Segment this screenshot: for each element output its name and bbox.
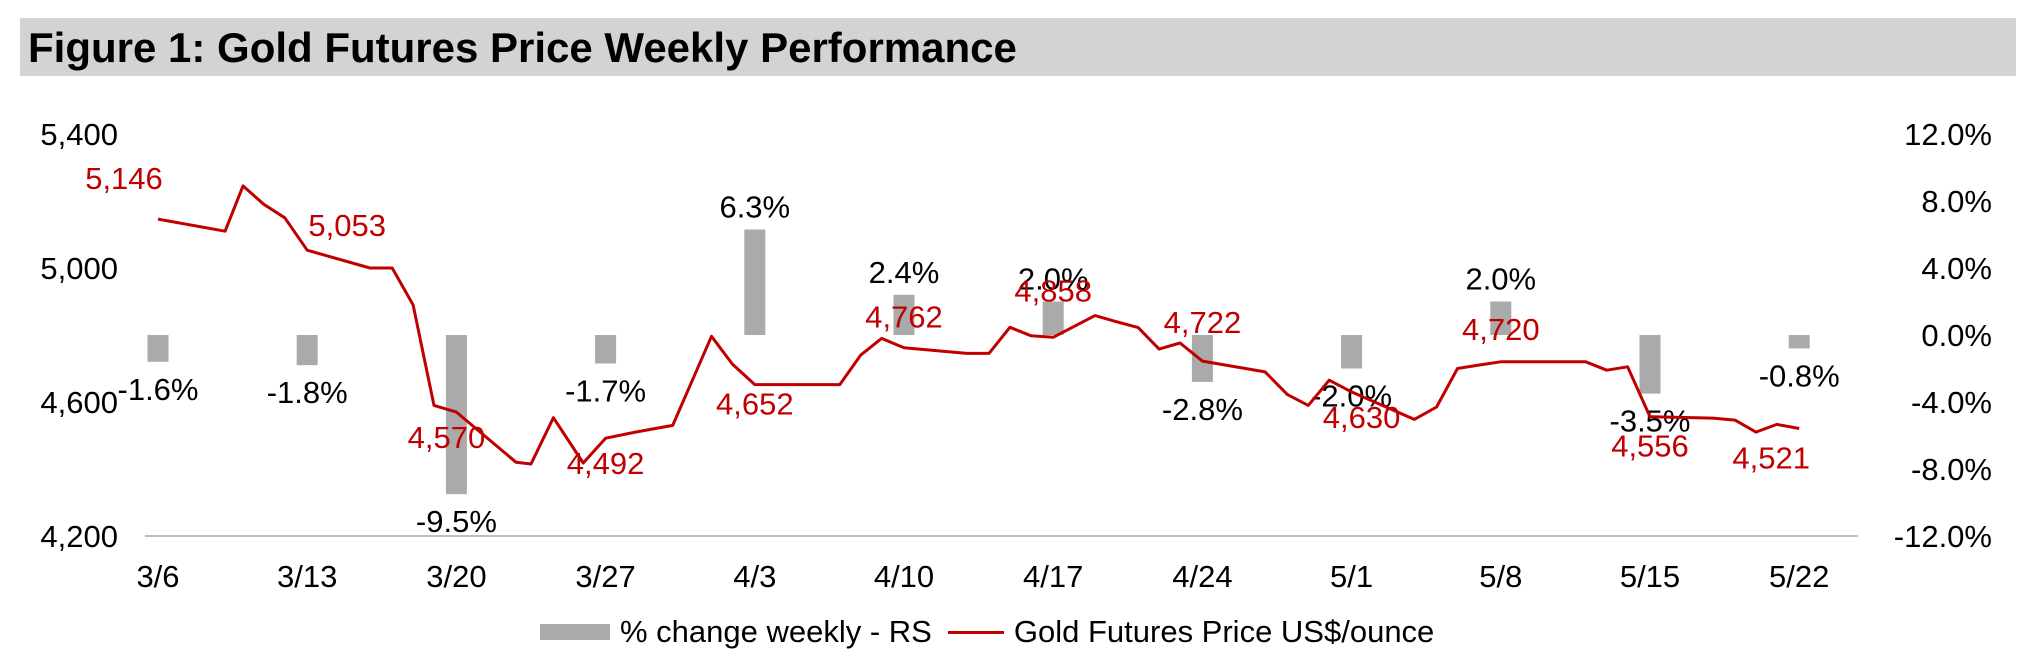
price-label: 4,630: [1323, 400, 1401, 435]
weekly-change-bar: [1341, 335, 1363, 369]
weekly-change-label: 2.0%: [1018, 262, 1089, 297]
x-axis-tick-label: 4/24: [1172, 559, 1232, 594]
price-label: 4,570: [408, 420, 486, 455]
x-axis-tick-label: 4/10: [874, 559, 934, 594]
weekly-change-bar: [744, 229, 766, 335]
legend-line-label: Gold Futures Price US$/ounce: [1013, 614, 1435, 649]
price-label: 4,556: [1611, 429, 1689, 464]
right-axis-tick-label: 8.0%: [1921, 184, 1992, 219]
left-axis-tick-label: 4,600: [40, 385, 118, 420]
right-axis-tick-label: 4.0%: [1921, 251, 1992, 286]
gold-price-line: [157, 184, 1800, 466]
weekly-change-label: 6.3%: [719, 189, 790, 224]
price-label: 4,492: [567, 446, 645, 481]
legend: % change weekly - RS Gold Futures Price …: [540, 612, 1434, 652]
right-axis-tick-label: -8.0%: [1911, 452, 1992, 487]
price-label: 4,762: [865, 300, 943, 335]
weekly-change-bar: [1191, 335, 1213, 382]
price-label: 5,146: [85, 161, 163, 196]
left-axis-tick-label: 5,000: [40, 251, 118, 286]
x-axis-tick-label: 5/15: [1620, 559, 1680, 594]
weekly-change-bar: [595, 335, 617, 364]
price-label: 4,652: [716, 387, 794, 422]
right-axis-tick-label: 12.0%: [1904, 117, 1992, 152]
legend-bar-swatch: [540, 624, 610, 640]
legend-bar-label: % change weekly - RS: [620, 614, 932, 649]
x-axis-tick-label: 5/22: [1769, 559, 1829, 594]
x-axis-tick-label: 5/1: [1330, 559, 1373, 594]
title-bar: Figure 1: Gold Futures Price Weekly Perf…: [20, 18, 2016, 76]
x-axis-tick-label: 3/27: [575, 559, 635, 594]
weekly-change-bar: [893, 294, 915, 335]
right-axis-tick-label: -4.0%: [1911, 385, 1992, 420]
weekly-change-label: -1.8%: [267, 375, 348, 410]
weekly-change-bar: [147, 335, 169, 362]
right-axis-tick-label: -12.0%: [1894, 519, 1992, 554]
legend-line-swatch: [947, 630, 1004, 634]
x-axis-tick-label: 3/6: [136, 559, 179, 594]
weekly-change-bar: [296, 335, 318, 366]
price-label: 4,720: [1462, 312, 1540, 347]
x-axis-tick-label: 3/13: [277, 559, 337, 594]
chart-title: Figure 1: Gold Futures Price Weekly Perf…: [28, 24, 1017, 71]
price-label: 4,722: [1164, 305, 1242, 340]
weekly-change-bar: [445, 335, 467, 495]
weekly-change-label: -1.7%: [565, 373, 646, 408]
left-axis-tick-label: 4,200: [40, 519, 118, 554]
x-axis-tick-label: 4/17: [1023, 559, 1083, 594]
price-label: 4,521: [1732, 440, 1810, 475]
weekly-change-bar: [1639, 335, 1661, 394]
left-axis-tick-label: 5,400: [40, 117, 118, 152]
x-axis-tick-label: 3/20: [426, 559, 486, 594]
price-label: 5,053: [308, 208, 386, 243]
weekly-change-label: -3.5%: [1610, 404, 1691, 439]
weekly-change-label: -0.8%: [1759, 358, 1840, 393]
right-axis-tick-label: 0.0%: [1921, 318, 1992, 353]
weekly-change-bar: [1490, 301, 1512, 335]
price-label: 4,858: [1014, 273, 1092, 308]
x-axis-tick-label: 4/3: [733, 559, 776, 594]
weekly-change-label: 2.4%: [869, 255, 940, 290]
weekly-change-bar: [1042, 301, 1064, 335]
weekly-change-label: -9.5%: [416, 504, 497, 539]
weekly-change-bar: [1788, 335, 1810, 349]
weekly-change-label: 2.0%: [1465, 262, 1536, 297]
weekly-change-label: -1.6%: [118, 372, 199, 407]
x-axis-tick-label: 5/8: [1479, 559, 1522, 594]
weekly-change-label: -2.8%: [1162, 392, 1243, 427]
